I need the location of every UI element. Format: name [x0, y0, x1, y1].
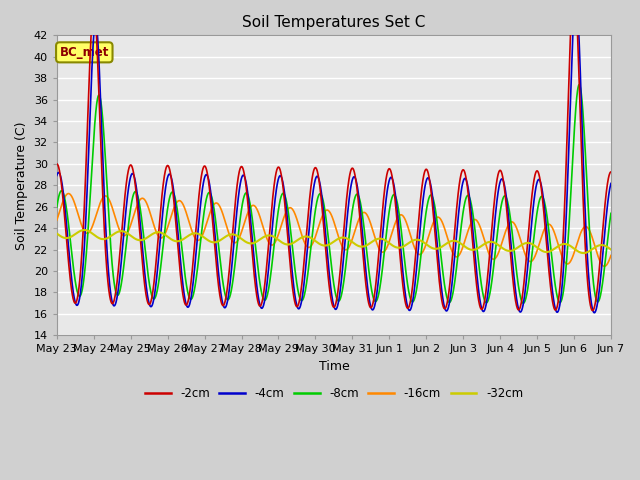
- Y-axis label: Soil Temperature (C): Soil Temperature (C): [15, 121, 28, 250]
- X-axis label: Time: Time: [319, 360, 349, 373]
- Title: Soil Temperatures Set C: Soil Temperatures Set C: [242, 15, 426, 30]
- Legend: -2cm, -4cm, -8cm, -16cm, -32cm: -2cm, -4cm, -8cm, -16cm, -32cm: [140, 382, 528, 404]
- Text: BC_met: BC_met: [60, 46, 109, 59]
